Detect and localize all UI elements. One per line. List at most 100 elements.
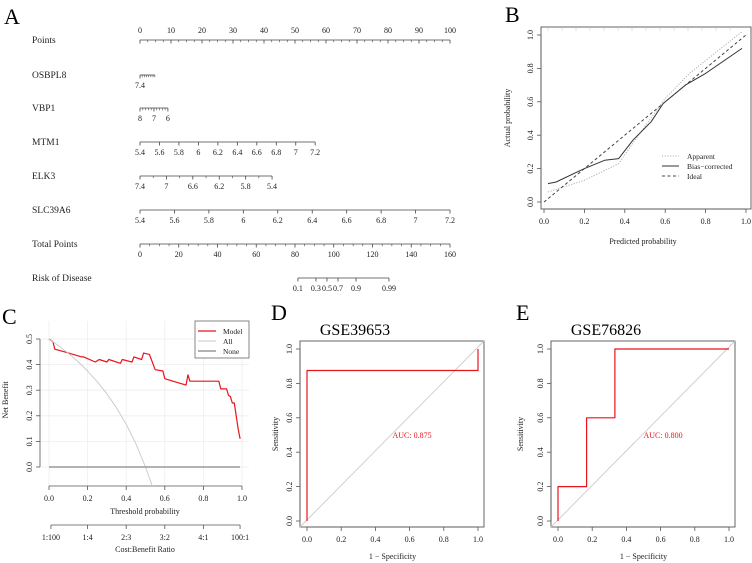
nomogram-tick-label: 60 (252, 250, 260, 259)
panel-label-a: A (4, 4, 20, 29)
panel-label-b: B (505, 2, 520, 27)
nomogram-tick-label: 5.8 (241, 182, 251, 191)
y-axis-title: Sensitivity (271, 417, 280, 451)
y-tick-label: 0.0 (526, 197, 535, 207)
nomogram-tick-label: 6 (196, 148, 200, 157)
panel-label-d: D (271, 300, 287, 325)
nomogram-tick-label: 5.4 (135, 148, 145, 157)
nomogram-tick-label: 6.2 (213, 148, 223, 157)
x-tick-label: 0.2 (83, 494, 93, 503)
y-tick-label: 0.8 (536, 378, 545, 388)
nomogram-tick-label: 140 (405, 250, 417, 259)
y-tick-label: 1.0 (285, 344, 294, 354)
nomogram-row-label: VBP1 (32, 104, 55, 114)
nomogram-row: ELK3 7.4 7 6.6 6.2 5.8 5.4 (32, 172, 277, 191)
nomogram-tick-label: 20 (175, 250, 183, 259)
diagonal-reference-line (550, 340, 736, 528)
nomogram-tick-label: 7 (414, 216, 418, 225)
legend-label: Ideal (687, 172, 702, 181)
nomogram-tick-label: 5.4 (267, 182, 277, 191)
nomogram-tick-label: 7 (294, 148, 298, 157)
x-tick-label: 0.2 (579, 217, 589, 226)
y-axis-title: Actual probability (503, 89, 512, 147)
roc-curve (557, 348, 729, 521)
y-tick-label: 0.6 (526, 97, 535, 107)
dca-line-model (48, 338, 241, 439)
nomogram-tick-label: 6.2 (214, 182, 224, 191)
nomogram-tick-label: 8 (138, 114, 142, 123)
y-tick-label: 0.2 (536, 482, 545, 492)
x-tick-label: 0.4 (620, 217, 630, 226)
x-tick-label: 0.0 (44, 494, 54, 503)
x-axis-title: 1 − Specificity (620, 552, 667, 561)
nomogram-tick-label: 6.6 (252, 148, 262, 157)
legend-label: Apparent (687, 152, 716, 161)
cost-benefit-tick-label: 3:2 (160, 533, 170, 542)
cost-benefit-tick-label: 4:1 (198, 533, 208, 542)
plot-title: GSE76826 (571, 322, 641, 339)
nomogram-row-label: ELK3 (32, 172, 55, 182)
nomogram-tick-label: 40 (260, 26, 268, 35)
legend-label: Bias−corrected (687, 162, 733, 171)
nomogram-tick-label: 90 (415, 26, 423, 35)
y-tick-label: 0.8 (285, 378, 294, 388)
x-axis-title: 1 − Specificity (369, 552, 416, 561)
nomogram-tick-label: 80 (384, 26, 392, 35)
legend-label: All (223, 337, 233, 346)
diagonal-reference-line (299, 340, 485, 528)
nomogram-tick-label: 6.6 (342, 216, 352, 225)
cost-benefit-tick-label: 1:4 (82, 533, 92, 542)
y-tick-label: 0.8 (526, 63, 535, 73)
nomogram-tick-label: 6.8 (376, 216, 386, 225)
dca-line-all (48, 338, 153, 487)
cost-benefit-tick-label: 100:1 (231, 533, 249, 542)
x-tick-label: 0.4 (621, 535, 631, 544)
legend-box (194, 320, 250, 359)
nomogram-row: SLC39A6 5.4 5.6 5.8 6 6.2 6.4 6.6 6.8 7 7.2 (32, 206, 455, 225)
nomogram-tick-label: 100 (328, 250, 340, 259)
x-tick-label: 1.0 (724, 535, 734, 544)
y-tick-label: 0.1 (25, 436, 34, 446)
x-axis-title: Predicted probability (609, 237, 676, 246)
nomogram-row: VBP1 8 7 6 (32, 104, 170, 123)
auc-label: AUC: 0.875 (393, 431, 432, 440)
x-tick-label: 0.2 (587, 535, 597, 544)
nomogram-tick-label: 0.99 (382, 284, 396, 293)
nomogram-row: MTM1 5.4 5.6 5.8 6 6.2 6.4 6.6 6.8 7 7.2 (32, 138, 320, 157)
nomogram-tick-label: 7 (152, 114, 156, 123)
cost-benefit-tick-label: 2:3 (121, 533, 131, 542)
nomogram-tick-label: 6 (166, 114, 170, 123)
nomogram-tick-label: 6.6 (188, 182, 198, 191)
y-tick-label: 0.6 (285, 413, 294, 423)
nomogram-tick-label: 30 (229, 26, 237, 35)
nomogram-tick-label: 6 (241, 216, 245, 225)
nomogram-row-label: Risk of Disease (32, 273, 92, 284)
x-tick-label: 0.8 (690, 535, 700, 544)
y-tick-label: 0.0 (536, 516, 545, 526)
nomogram-tick-label: 5.6 (169, 216, 179, 225)
x-tick-label: 1.0 (473, 535, 483, 544)
x-tick-label: 0.2 (336, 535, 346, 544)
x-tick-label: 0.4 (121, 494, 131, 503)
y-tick-label: 0.3 (25, 385, 34, 395)
nomogram-tick-label: 0.9 (351, 284, 361, 293)
x-tick-label: 0.6 (660, 217, 670, 226)
cost-benefit-axis-title: Cost:Benefit Ratio (115, 545, 175, 554)
calibration-line-apparent (547, 31, 743, 193)
nomogram-tick-label: 0.7 (333, 284, 343, 293)
nomogram-tick-label: 120 (367, 250, 379, 259)
nomogram-row: Risk of Disease 0.1 0.3 0.5 0.7 0.9 0.99 (32, 273, 396, 293)
y-tick-label: 0.4 (285, 447, 294, 457)
nomogram-row-label: MTM1 (32, 138, 60, 148)
nomogram-row-label: Points (32, 36, 56, 46)
nomogram-tick-label: 7.4 (135, 182, 145, 191)
nomogram-tick-label: 70 (353, 26, 361, 35)
plot-title: GSE39653 (320, 322, 390, 339)
auc-label: AUC: 0.800 (644, 431, 683, 440)
nomogram-tick-label: 7 (164, 182, 168, 191)
nomogram-row-label: Total Points (32, 240, 78, 250)
nomogram-tick-label: 40 (214, 250, 222, 259)
x-tick-label: 0.8 (198, 494, 208, 503)
y-tick-label: 0.0 (285, 516, 294, 526)
